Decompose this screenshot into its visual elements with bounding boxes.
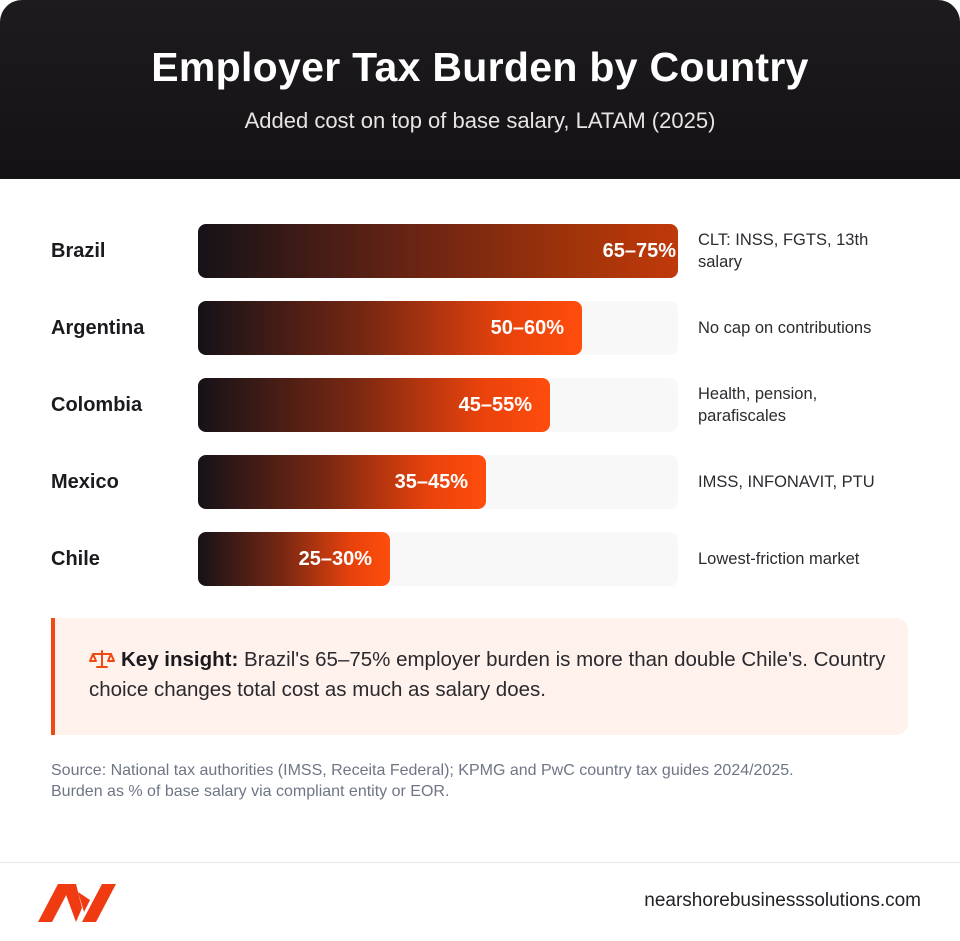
insight-body: Brazil's 65–75% employer burden is more … [89, 648, 886, 701]
insight-callout: Key insight: Brazil's 65–75% employer bu… [51, 618, 908, 735]
page-title: Employer Tax Burden by Country [151, 44, 809, 90]
header: Employer Tax Burden by Country Added cos… [0, 0, 960, 179]
bar-note: Health, pension, parafiscales [698, 385, 818, 425]
bar-note: Lowest-friction market [698, 550, 860, 568]
category-label: Chile [51, 548, 100, 570]
bar-row: Colombia 45–55% Health, pension, parafisca… [0, 378, 960, 432]
category-label: Colombia [51, 394, 143, 416]
page-subtitle: Added cost on top of base salary, LATAM … [244, 108, 716, 133]
source-line-2: Burden as % of base salary via compliant… [51, 783, 450, 800]
bar-value-label: 45–55% [458, 394, 532, 416]
bar: 35–45% [198, 455, 486, 509]
source-note: Source: National tax authorities (IMSS, … [51, 760, 911, 802]
insight-label: Key insight: [121, 648, 239, 671]
bar-row: Argentina 50–60% No cap on contributions [0, 301, 960, 355]
bar: 45–55% [198, 378, 550, 432]
insight-text: Key insight: Brazil's 65–75% employer bu… [89, 645, 889, 705]
bar-chart: Brazil 65–75% CLT: INSS, FGTS, 13th salary… [0, 179, 960, 609]
scale-icon [89, 650, 115, 668]
bar: 50–60% [198, 301, 582, 355]
bar-value-label: 50–60% [490, 317, 564, 339]
bar-track: 45–55% [198, 378, 678, 432]
category-label: Brazil [51, 240, 106, 262]
bar: 25–30% [198, 532, 390, 586]
bar-track: 35–45% [198, 455, 678, 509]
brand-logo-icon [38, 884, 116, 922]
bar-note: IMSS, INFONAVIT, PTU [698, 473, 875, 491]
website-link[interactable]: nearshorebusinesssolutions.com [644, 890, 921, 911]
bar-row: Mexico 35–45% IMSS, INFONAVIT, PTU [0, 455, 960, 509]
bar-note: No cap on contributions [698, 319, 872, 337]
bar-track: 25–30% [198, 532, 678, 586]
bar-track: 65–75% [198, 224, 678, 278]
bar-note: CLT: INSS, FGTS, 13th salary [698, 231, 869, 271]
footer-divider [0, 862, 960, 863]
category-label: Argentina [51, 317, 145, 339]
source-line-1: Source: National tax authorities (IMSS, … [51, 762, 794, 779]
bar-row: Chile 25–30% Lowest-friction market [0, 532, 960, 586]
bar-row: Brazil 65–75% CLT: INSS, FGTS, 13th salary [0, 224, 960, 278]
bar-value-label: 25–30% [298, 548, 372, 570]
category-label: Mexico [51, 471, 119, 493]
bar-track: 50–60% [198, 301, 678, 355]
bar-value-label: 65–75% [602, 240, 676, 262]
bar-value-label: 35–45% [394, 471, 468, 493]
bar: 65–75% [198, 224, 678, 278]
